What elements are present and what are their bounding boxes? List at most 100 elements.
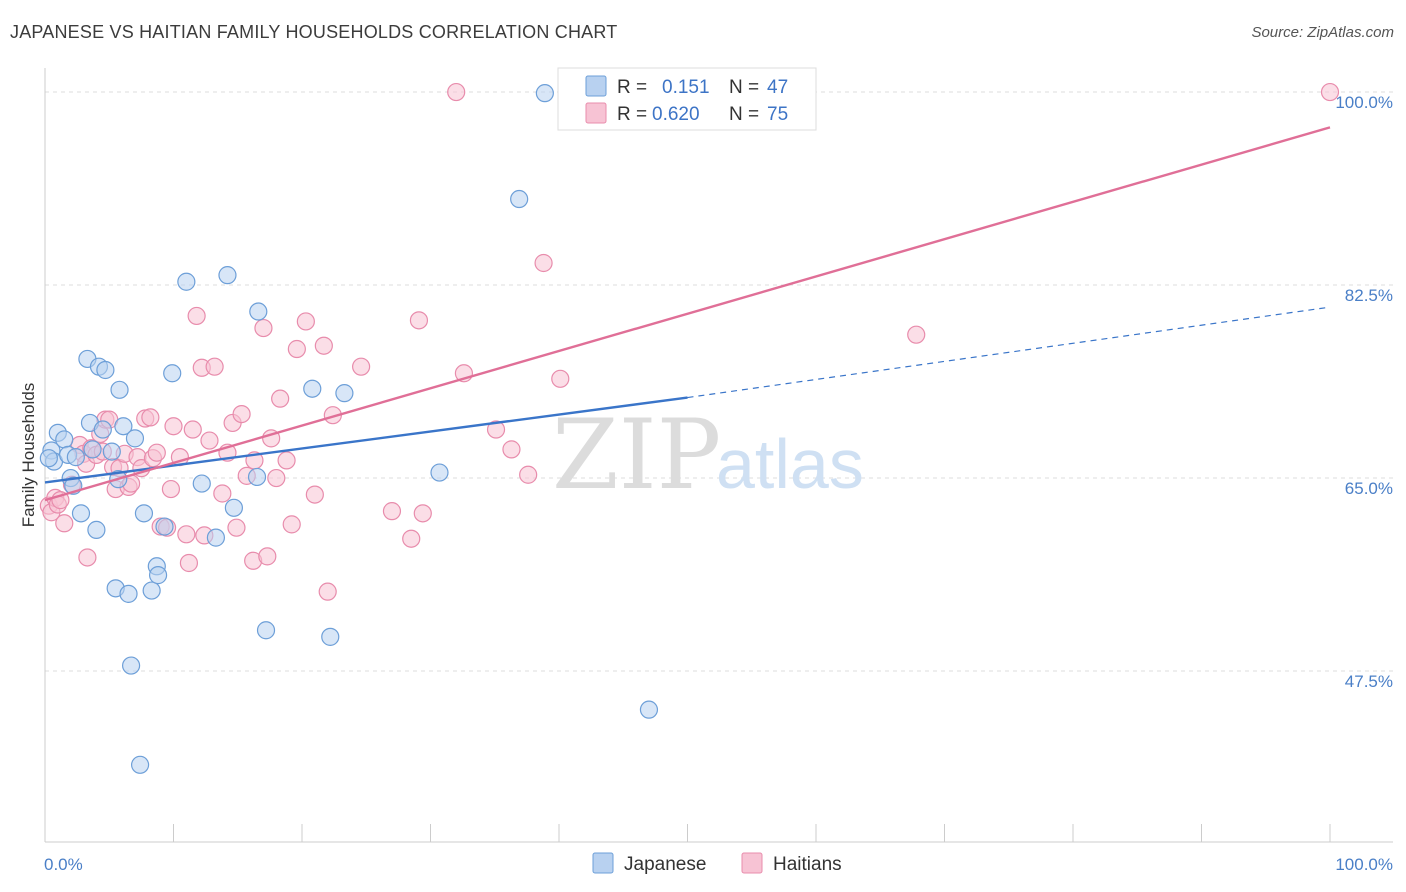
bottom-legend-swatch-japanese (592, 852, 614, 874)
legend-n-label-japanese: N = (729, 77, 759, 98)
haitians-point-60 (314, 336, 333, 355)
source-label: Source: ZipAtlas.com (1251, 24, 1394, 41)
haitians-point-55 (277, 451, 296, 470)
haitians-trend-line (44, 126, 1331, 502)
japanese-point-9 (83, 440, 102, 459)
legend-n-value-japanese: 47 (767, 77, 788, 98)
haitians-point-46 (232, 404, 251, 424)
x-tick-labels: 0.0% 100.0% (44, 855, 1393, 874)
haitians-point-68 (447, 82, 466, 102)
haitians-point-35 (179, 553, 199, 573)
japanese-point-19 (114, 417, 133, 436)
japanese-point-33 (218, 266, 237, 285)
y-tick-label-1: 65.0% (1345, 479, 1393, 498)
haitians-point-70 (486, 420, 506, 439)
japanese-point-28 (155, 517, 174, 536)
y-tick-label-0: 47.5% (1345, 672, 1393, 691)
y-axis-label: Family Households (19, 383, 38, 528)
haitians-point-67 (413, 504, 432, 523)
japanese-point-37 (256, 621, 276, 640)
haitians-point-66 (409, 311, 429, 330)
japanese-point-44 (639, 700, 659, 719)
haitians-point-51 (258, 547, 277, 566)
haitians-point-32 (164, 417, 183, 436)
haitians-point-76 (1320, 82, 1340, 102)
haitians-point-71 (502, 440, 521, 459)
haitians-point-65 (402, 529, 421, 548)
bottom-legend-japanese: Japanese (624, 854, 706, 875)
bottom-legend-swatch-haitians (741, 852, 763, 874)
japanese-point-3 (55, 430, 74, 449)
legend-n-value-haitians: 75 (767, 104, 788, 125)
haitians-point-74 (551, 369, 570, 388)
legend-swatch-haitians (585, 102, 607, 124)
haitians-point-64 (382, 502, 402, 521)
japanese-point-20 (119, 584, 138, 603)
haitians-point-50 (254, 318, 273, 338)
x-tick-label-0: 0.0% (44, 855, 83, 874)
japanese-point-34 (224, 498, 243, 517)
haitians-point-28 (147, 443, 166, 462)
haitians-point-61 (318, 582, 337, 601)
haitians-point-56 (282, 515, 301, 534)
y-tick-label-2: 82.5% (1345, 286, 1393, 305)
series-legend: Japanese Haitians (592, 852, 842, 875)
bottom-legend-haitians: Haitians (773, 854, 842, 875)
haitians-point-57 (287, 339, 306, 359)
haitians-point-34 (177, 525, 196, 544)
japanese-point-45 (39, 449, 58, 468)
japanese-point-18 (110, 380, 129, 399)
watermark-zip: ZIP (552, 399, 721, 511)
japanese-point-11 (87, 520, 106, 539)
japanese-point-38 (303, 379, 322, 398)
y-tick-label-3: 100.0% (1335, 93, 1393, 112)
japanese-point-39 (321, 627, 340, 646)
japanese-point-46 (66, 448, 85, 467)
japanese-point-41 (430, 463, 449, 482)
chart-title: JAPANESE VS HAITIAN FAMILY HOUSEHOLDS CO… (10, 22, 618, 42)
haitians-point-63 (352, 357, 371, 376)
japanese-point-40 (335, 384, 354, 403)
legend-r-value-japanese: 0.151 (662, 77, 710, 98)
haitians-point-40 (200, 431, 219, 450)
japanese-point-14 (96, 360, 115, 380)
japanese-point-27 (148, 566, 168, 585)
correlation-legend: R = 0.151 N = 47 R = 0.620 N = 75 (557, 67, 817, 131)
haitians-point-5 (55, 514, 74, 533)
japanese-point-7 (71, 504, 91, 523)
japanese-point-42 (510, 189, 529, 209)
japanese-point-43 (535, 84, 554, 103)
legend-n-label-haitians: N = (729, 104, 759, 125)
legend-r-label-japanese: R = (617, 77, 647, 98)
japanese-trend-extension (687, 306, 1331, 399)
japanese-point-21 (121, 656, 141, 675)
japanese-point-32 (206, 528, 226, 547)
y-tick-labels: 47.5% 65.0% 82.5% 100.0% (1335, 93, 1393, 691)
japanese-point-31 (192, 474, 211, 493)
japanese-point-36 (249, 302, 268, 321)
legend-swatch-japanese (585, 75, 607, 97)
haitians-point-73 (534, 253, 553, 273)
watermark-atlas: atlas (716, 425, 864, 503)
haitians-point-41 (205, 357, 224, 376)
grid-lines (45, 91, 1393, 672)
japanese-point-15 (102, 442, 121, 461)
japanese-point-22 (125, 429, 145, 448)
x-tick-label-1: 100.0% (1335, 855, 1393, 874)
trend-lines (44, 126, 1331, 502)
haitians-point-53 (267, 468, 286, 488)
japanese-point-35 (247, 467, 267, 487)
haitians-point-58 (296, 312, 315, 331)
haitians-point-36 (183, 420, 202, 439)
haitians-point-45 (227, 518, 246, 537)
legend-r-value-haitians: 0.620 (652, 104, 700, 125)
haitians-point-72 (519, 465, 538, 484)
haitians-point-75 (907, 325, 926, 344)
haitians-points (39, 82, 1340, 601)
japanese-point-29 (163, 364, 182, 383)
haitians-point-37 (187, 306, 206, 326)
haitians-point-42 (213, 484, 232, 503)
haitians-point-59 (305, 485, 324, 504)
haitians-point-26 (141, 408, 160, 427)
